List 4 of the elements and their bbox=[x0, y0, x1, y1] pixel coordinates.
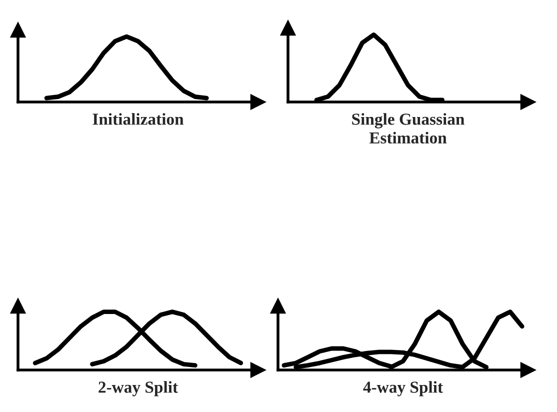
x-axis-title: Single Guassian Estimation bbox=[352, 113, 464, 144]
x-axis-title: Initialization bbox=[92, 113, 184, 125]
x-axis-title: 4-way Split bbox=[363, 381, 443, 396]
x-axis-title: 2-way Split bbox=[98, 381, 178, 396]
